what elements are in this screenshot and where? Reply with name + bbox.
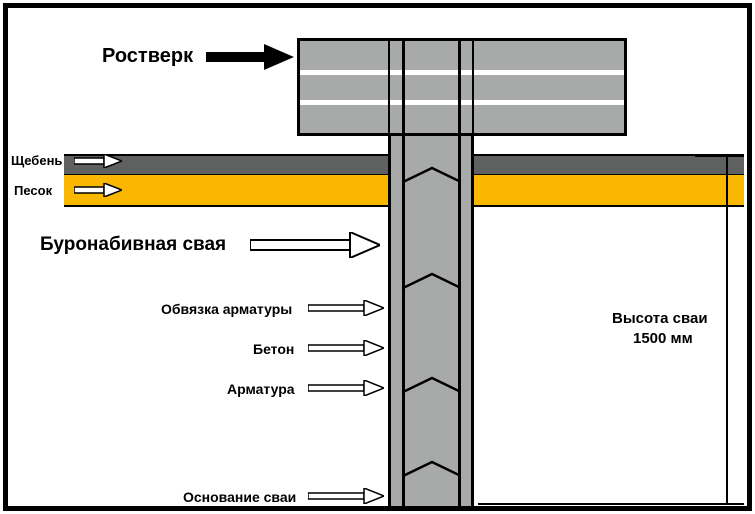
pile-in-rostverk-left (388, 41, 390, 136)
pile (388, 136, 474, 506)
label-pile: Буронабивная свая (40, 234, 226, 256)
rostverk-gap-1 (300, 70, 624, 75)
label-sand: Песок (14, 183, 52, 198)
arrow-icon (308, 300, 384, 316)
tie-icon (403, 272, 461, 290)
label-gravel: Щебень (11, 153, 62, 168)
rostverk-gap-2 (300, 100, 624, 105)
tie-icon (403, 376, 461, 394)
dim-tick-top (695, 155, 744, 157)
diagram-canvas: Ростверк Щебень Песок Буронабивная свая … (0, 0, 755, 514)
arrow-icon (308, 340, 384, 356)
tie-icon (403, 166, 461, 184)
arrow-icon (74, 154, 122, 168)
label-concrete: Бетон (253, 341, 294, 357)
label-base: Основание сваи (183, 489, 296, 505)
dim-tick-bot (478, 503, 744, 505)
rostverk (297, 38, 627, 136)
arrow-icon (74, 183, 122, 197)
pile-in-rostverk-right (472, 41, 474, 136)
arrow-icon (206, 44, 294, 70)
arrow-icon (308, 380, 384, 396)
dim-vertical (726, 156, 728, 504)
arrow-icon (250, 232, 380, 258)
label-rostverk: Ростверк (102, 45, 193, 68)
arrow-icon (308, 488, 384, 504)
tie-icon (403, 460, 461, 478)
label-rebar: Арматура (227, 381, 295, 397)
label-tie: Обвязка арматуры (161, 301, 292, 317)
label-height: Высота сваи (612, 310, 708, 327)
label-height-value: 1500 мм (633, 330, 693, 347)
